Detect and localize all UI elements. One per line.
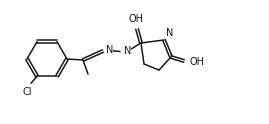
- Text: OH: OH: [189, 57, 204, 67]
- Text: N: N: [124, 46, 131, 56]
- Text: N: N: [166, 28, 174, 38]
- Text: N: N: [106, 45, 113, 55]
- Text: OH: OH: [129, 14, 143, 24]
- Text: Cl: Cl: [22, 87, 32, 97]
